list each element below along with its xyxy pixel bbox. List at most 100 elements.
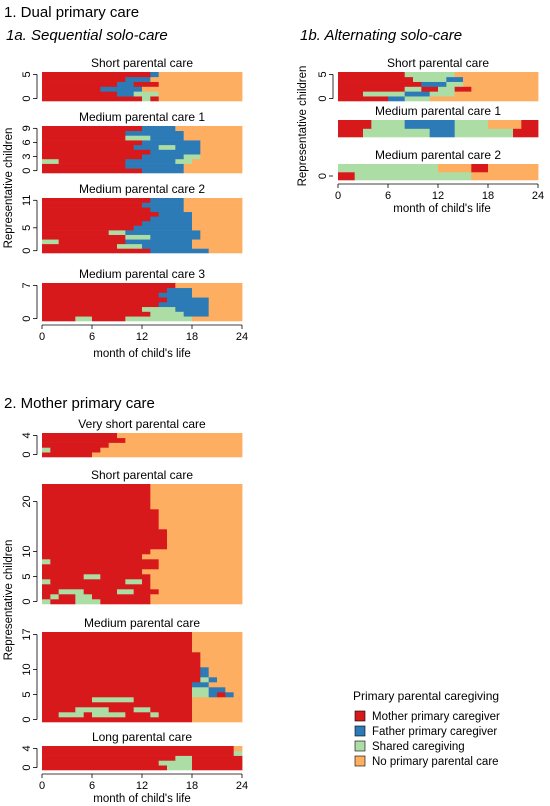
seq-p2d-row3-seg0-mother — [42, 750, 235, 756]
seq-p2b-row2-seg4-mother — [133, 589, 160, 595]
seq-p1a1-row3-seg0-mother — [42, 81, 118, 87]
seq-p2c-row1-seg4-mother — [125, 712, 151, 718]
seq-p1a3-row2-seg1-mother — [58, 239, 126, 245]
seq-p1a4-row1-seg1-shared — [150, 311, 185, 317]
seq-p1b2-row1-seg1-shared — [371, 120, 406, 129]
x-tick-label-p1b3-2: 12 — [432, 190, 444, 202]
seq-p1a4-row5-seg0-mother — [42, 292, 160, 298]
y-tick-label-p1a2-1: 3 — [21, 153, 33, 159]
seq-p1a2-row7-seg2-father — [150, 135, 185, 141]
seq-p2b-row14-seg1-none — [167, 529, 243, 535]
seq-p2c-row11-seg1-none — [200, 662, 243, 668]
seq-p1a3-row11-seg0-mother — [42, 198, 151, 203]
seq-p2c-row2-seg3-shared — [133, 707, 151, 713]
seq-p2c-row9-seg0-mother — [42, 672, 201, 678]
seq-p1a4-row3-seg2-none — [208, 302, 243, 308]
seq-p2b-row8-seg1-mother — [50, 559, 160, 565]
seq-p2b-row1-seg1-shared — [50, 594, 60, 600]
seq-p2c-row5-seg3-mother — [217, 692, 226, 698]
seq-p1a4-row7-seg1-none — [175, 283, 243, 289]
seq-p1a2-row3-seg2-shared — [183, 154, 201, 160]
seq-p2c-row10-seg2-none — [208, 667, 243, 673]
seq-p1a4-row0-seg2-mother — [92, 316, 126, 322]
y-tick-label-p2c-3: 17 — [21, 628, 33, 640]
seq-p1a2-row4-seg1-father — [150, 149, 201, 155]
seq-p1a4-row2-seg0-mother — [42, 306, 143, 312]
seq-p2c-row0-seg1-none — [192, 717, 243, 723]
seq-p1a2-row2-seg2-father — [125, 158, 176, 164]
seq-p1b3-row1-seg0-shared — [338, 164, 439, 173]
seq-p2c-row2-seg1-shared — [75, 707, 110, 713]
seq-p1a3-row5-seg1-father — [133, 225, 193, 231]
seq-p2c-row14-seg1-none — [192, 647, 243, 653]
x-axis-label-1a: month of child's life — [93, 348, 190, 360]
seq-p2d-row2-seg0-mother — [42, 755, 176, 761]
x-tick-label-p1b3-1: 6 — [385, 190, 391, 202]
y-tick-label-p1a3-2: 11 — [21, 195, 33, 206]
seq-p2b-row1-seg5-none — [150, 594, 243, 600]
seq-p2c-row4-seg0-mother — [42, 697, 93, 703]
seq-p2b-row15-seg1-none — [158, 524, 243, 530]
legend-label-mother: Mother primary caregiver — [372, 711, 500, 723]
y-tick-label-p1b1-1: 5 — [317, 71, 329, 77]
seq-p1a3-row10-seg0-mother — [42, 202, 143, 208]
seq-p1a3-row1-seg2-father — [142, 243, 193, 249]
seq-p1b2-row1-seg2-father — [404, 120, 456, 129]
panel-p2c: Medium parental care 0 5 10 17 — [21, 616, 243, 723]
panel-title-p2a: Very short parental care — [78, 417, 206, 431]
seq-p2b-row4-seg2-shared — [125, 579, 143, 585]
y-tick-label-p2a-0: 0 — [21, 452, 33, 458]
seq-p2c-row10-seg0-mother — [42, 667, 201, 673]
y-tick-label-p2b-1: 5 — [21, 573, 33, 579]
legend-label-none: No primary parental care — [372, 756, 499, 768]
seq-p1b1-row3-seg1-father — [421, 81, 447, 87]
panel-title-p2b: Short parental care — [91, 468, 193, 482]
seq-p1b2-row0-seg0-mother — [338, 128, 364, 138]
seq-p2d-row4-seg0-mother — [42, 746, 235, 752]
seq-p2b-row13-seg0-mother — [42, 534, 168, 540]
seq-p1a2-row1-seg2-none — [183, 163, 243, 169]
y-tick-label-p1a4-1: 7 — [21, 282, 33, 288]
seq-p1b1-row1-seg4-none — [454, 91, 539, 97]
seq-p1b2-row1-seg0-mother — [338, 120, 372, 129]
seq-p1a4-row4-seg2-none — [208, 297, 243, 303]
seq-p1a3-row7-seg1-father — [150, 216, 193, 222]
seq-p1a3-row9-seg2-none — [183, 207, 243, 213]
y-axis-label-1b: Representative children — [297, 66, 309, 187]
seq-p1a4-row3-seg1-father — [158, 302, 210, 308]
seq-p1a3-row2-seg2-father — [125, 239, 193, 245]
seq-p2a-row3-seg1-none — [125, 437, 243, 443]
legend: Primary parental caregiving Mother prima… — [353, 689, 500, 768]
seq-p1a3-row9-seg1-father — [150, 207, 185, 213]
seq-p1a3-row10-seg2-none — [183, 202, 243, 208]
seq-p1a4-row3-seg0-mother — [42, 302, 160, 308]
seq-p1b1-row3-seg3-none — [463, 81, 539, 87]
seq-p1a1-row4-seg0-mother — [42, 76, 126, 82]
seq-p2a-row3-seg0-mother — [42, 437, 126, 443]
seq-p1a2-row0-seg2-none — [183, 168, 243, 174]
seq-p2c-row6-seg0-mother — [42, 687, 193, 693]
seq-p1a3-row0-seg2-none — [208, 248, 243, 254]
seq-p2c-row16-seg0-mother — [42, 637, 193, 643]
seq-p2c-row2-seg2-mother — [108, 707, 135, 713]
seq-p2b-row2-seg2-mother — [83, 589, 118, 595]
seq-p2c-row17-seg0-mother — [42, 632, 193, 638]
seq-p1a2-row4-seg0-mother — [42, 149, 151, 155]
seq-p2b-row19-seg0-mother — [42, 504, 151, 510]
seq-p1a3-row2-seg3-none — [192, 239, 243, 245]
seq-p2b-row2-seg5-none — [158, 589, 243, 595]
y-tick-label-p2b-2: 10 — [21, 545, 33, 557]
seq-p1b1-row4-seg2-father — [446, 76, 464, 82]
seq-p2d-row3-seg1-shared — [233, 750, 243, 756]
seq-p1a4-row1-seg2-father — [183, 311, 210, 317]
seq-p2c-row8-seg3-none — [217, 677, 243, 683]
seq-p2d-row0-seg0-mother — [42, 765, 168, 771]
seq-p2c-row15-seg0-mother — [42, 642, 193, 648]
seq-p2c-row1-seg7-none — [192, 712, 243, 718]
seq-p2c-row0-seg0-mother — [42, 717, 193, 723]
seq-p2b-row0-seg0-shared — [42, 599, 51, 605]
seq-p1a2-row9-seg2-none — [175, 126, 243, 131]
y-tick-label-p1b3-0: 0 — [317, 173, 329, 179]
seq-p1a2-row6-seg1-father — [142, 140, 201, 146]
section-title-mother: 2. Mother primary care — [4, 395, 155, 412]
